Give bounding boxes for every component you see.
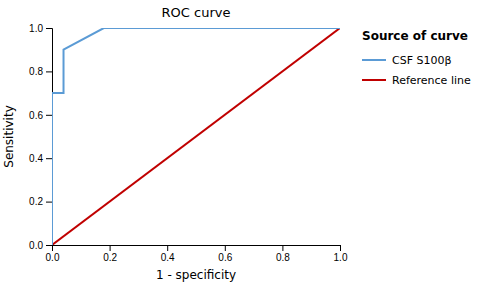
series-line [52,28,340,245]
legend-swatch [362,79,386,81]
chart: 0.0 0.2 0.4 0.6 0.8 1.0 0.0 0.2 0.4 0.6 0.8 1.0 ROC … [0,0,500,285]
tick: 0.8 [29,66,52,77]
tick: 0.4 [29,153,52,164]
tick-mark [340,245,341,251]
tick: 0.6 [29,110,52,121]
tick-mark [46,202,52,203]
tick-mark [46,28,52,29]
y-axis-label: Sensitivity [2,105,16,167]
tick-mark [46,71,52,72]
tick-mark [167,245,168,251]
legend-label: Reference line [392,74,471,87]
tick: 0.2 [103,245,117,263]
tick: 0.0 [46,245,60,263]
tick-label: 0.0 [29,240,43,251]
legend-title: Source of curve [362,29,468,43]
tick-mark [46,158,52,159]
tick-label: 0.4 [161,252,175,263]
tick-mark [46,245,52,246]
tick-label: 0.0 [46,252,60,263]
axis-line [46,29,53,246]
legend-item: Reference line [362,74,471,87]
legend-item: CSF S100β [362,54,452,67]
tick: 0.2 [29,196,52,207]
x-axis-label: 1 - specificity [156,268,236,282]
legend: Source of curve CSF S100β Reference line [362,29,471,87]
plot-area: 0.0 0.2 0.4 0.6 0.8 1.0 0.0 0.2 0.4 0.6 0.8 1.0 [29,23,348,263]
tick: 0.4 [161,245,175,263]
tick-label: 0.6 [29,110,43,121]
legend-label: CSF S100β [392,54,452,67]
tick: 0.6 [218,245,232,263]
tick-label: 0.6 [218,252,232,263]
y-axis: 0.0 0.2 0.4 0.6 0.8 1.0 [29,23,52,251]
tick-mark [46,115,52,116]
legend-swatch [362,59,386,61]
tick-label: 1.0 [29,23,43,34]
tick-mark [282,245,283,251]
tick-label: 0.8 [29,66,43,77]
tick-mark [110,245,111,251]
tick: 1.0 [29,23,52,34]
tick-label: 0.2 [103,252,117,263]
x-axis: 0.0 0.2 0.4 0.6 0.8 1.0 [46,245,348,263]
tick-label: 0.4 [29,153,43,164]
tick: 0.0 [29,240,52,251]
series-group [52,28,340,245]
tick-mark [225,245,226,251]
title: ROC curve [162,5,231,20]
tick: 1.0 [334,245,348,263]
tick-label: 0.2 [29,196,43,207]
tick: 0.8 [276,245,290,263]
series-line [52,28,340,245]
tick-label: 0.8 [276,252,290,263]
axis-line [53,246,341,252]
tick-label: 1.0 [334,252,348,263]
